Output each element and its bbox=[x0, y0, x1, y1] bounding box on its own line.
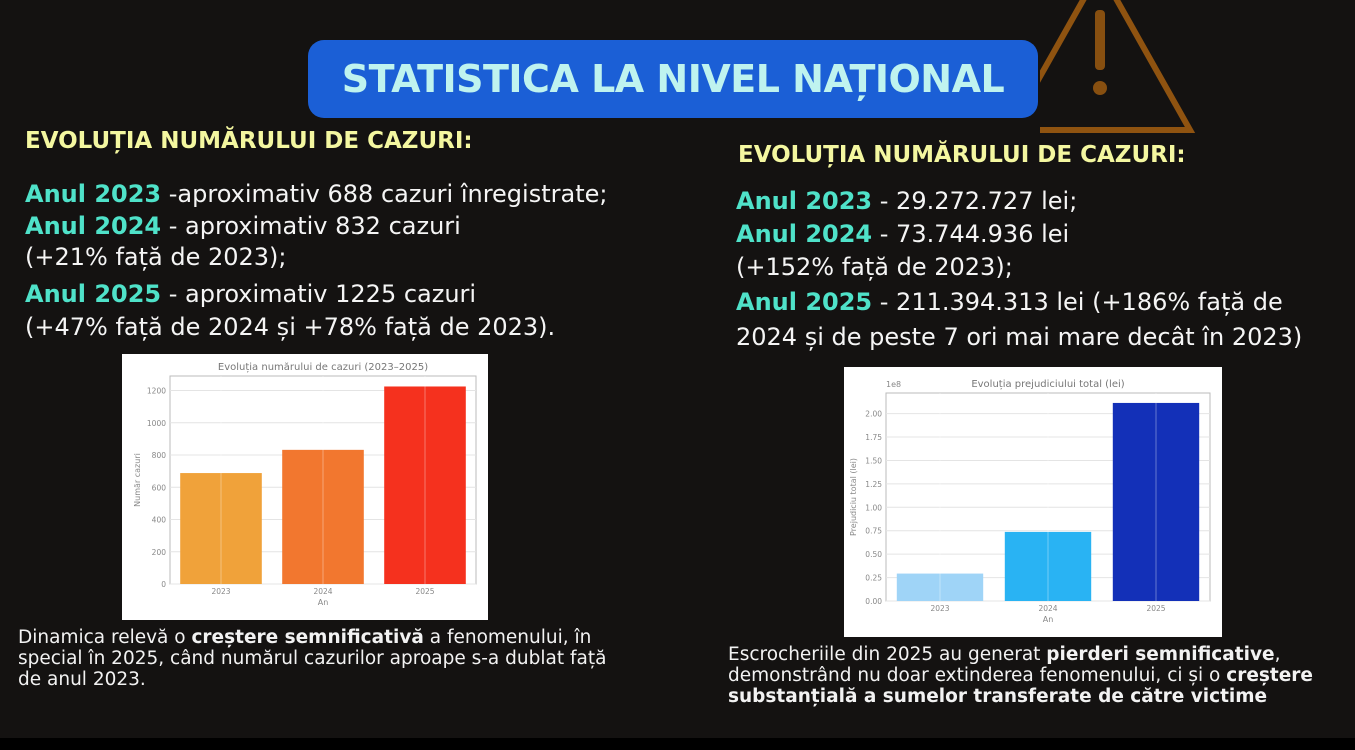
year-label: Anul 2023 bbox=[25, 180, 162, 208]
line-text: 2024 și de peste 7 ori mai mare decât în… bbox=[736, 323, 1303, 351]
y-tick-label: 2.00 bbox=[865, 410, 882, 419]
y-tick-label: 200 bbox=[152, 548, 167, 557]
y-tick-label: 600 bbox=[152, 483, 167, 492]
year-label: Anul 2024 bbox=[736, 220, 873, 248]
line-text: - 29.272.727 lei; bbox=[872, 187, 1078, 215]
y-tick-label: 0.00 bbox=[865, 597, 882, 606]
y-tick-label: 0.25 bbox=[865, 574, 882, 583]
warning-icon bbox=[1040, 0, 1196, 133]
damage-chart: Evoluția prejudiciului total (lei) 0.00 0.… bbox=[844, 367, 1222, 637]
year-label: Anul 2025 bbox=[25, 280, 162, 308]
x-tick-label: 2025 bbox=[1146, 604, 1165, 613]
caption-text: , demonstrând nu doar extinderea fenomen… bbox=[728, 644, 1281, 686]
right-caption: Escrocheriile din 2025 au generat pierde… bbox=[728, 644, 1328, 707]
bar-2025 bbox=[1112, 402, 1200, 601]
right-line-1: Anul 2023 - 29.272.727 lei; bbox=[736, 187, 1077, 215]
y-tick-label: 1.00 bbox=[865, 503, 882, 512]
right-line-4: Anul 2025 - 211.394.313 lei (+186% față … bbox=[736, 288, 1283, 316]
bar-2023 bbox=[896, 573, 984, 601]
bar-2024 bbox=[1004, 531, 1092, 601]
left-line-3: (+21% față de 2023); bbox=[25, 243, 287, 271]
left-caption: Dinamica relevă o creștere semnificativă… bbox=[18, 627, 618, 690]
x-tick-label: 2025 bbox=[415, 587, 434, 596]
year-label: Anul 2023 bbox=[736, 187, 873, 215]
bar-2024 bbox=[282, 449, 364, 584]
y-axis-label: Prejudiciu total (lei) bbox=[849, 458, 858, 536]
bar-2023 bbox=[180, 473, 262, 584]
page-title-banner: STATISTICA LA NIVEL NAȚIONAL bbox=[308, 40, 1038, 118]
caption-text: a fenomenului, în special în 2025, când … bbox=[18, 627, 607, 690]
cases-chart: Evoluția numărului de cazuri (2023–2025)… bbox=[122, 354, 488, 620]
left-line-1: Anul 2023 -aproximativ 688 cazuri înregi… bbox=[25, 180, 607, 208]
line-text: (+152% față de 2023); bbox=[736, 253, 1013, 281]
bar-2025 bbox=[384, 386, 466, 584]
x-tick-label: 2024 bbox=[313, 587, 332, 596]
cases-chart-svg: Evoluția numărului de cazuri (2023–2025)… bbox=[133, 362, 477, 607]
damage-chart-svg: Evoluția prejudiciului total (lei) 0.00 0.… bbox=[849, 379, 1211, 624]
y-tick-label: 1000 bbox=[147, 419, 166, 428]
line-text: (+21% față de 2023); bbox=[25, 243, 287, 271]
y-offset-label: 1e8 bbox=[886, 380, 901, 389]
right-heading: EVOLUȚIA NUMĂRULUI DE CAZURI: bbox=[738, 142, 1186, 168]
y-tick-label: 1.75 bbox=[865, 433, 882, 442]
y-tick-label: 0.75 bbox=[865, 527, 882, 536]
right-line-3: (+152% față de 2023); bbox=[736, 253, 1013, 281]
right-line-2: Anul 2024 - 73.744.936 lei bbox=[736, 220, 1069, 248]
left-line-5: (+47% față de 2024 și +78% față de 2023)… bbox=[25, 313, 555, 341]
left-line-4: Anul 2025 - aproximativ 1225 cazuri bbox=[25, 280, 476, 308]
y-axis-label: Număr cazuri bbox=[133, 453, 142, 507]
caption-bold: creștere semnificativă bbox=[191, 627, 424, 648]
year-label: Anul 2025 bbox=[736, 288, 873, 316]
y-tick-label: 1.25 bbox=[865, 480, 882, 489]
y-tick-label: 800 bbox=[152, 451, 167, 460]
y-tick-label: 0 bbox=[161, 580, 166, 589]
bottom-bar bbox=[0, 738, 1355, 750]
chart-title: Evoluția numărului de cazuri (2023–2025) bbox=[218, 362, 428, 373]
page-title: STATISTICA LA NIVEL NAȚIONAL bbox=[341, 57, 1005, 101]
x-axis-label: An bbox=[1043, 615, 1054, 624]
caption-bold: creștere substanțială a sumelor transfer… bbox=[728, 665, 1313, 707]
chart-title: Evoluția prejudiciului total (lei) bbox=[971, 379, 1124, 390]
left-line-2: Anul 2024 - aproximativ 832 cazuri bbox=[25, 212, 461, 240]
y-tick-label: 400 bbox=[152, 516, 167, 525]
line-text: - 73.744.936 lei bbox=[872, 220, 1070, 248]
line-text: -aproximativ 688 cazuri înregistrate; bbox=[161, 180, 608, 208]
line-text: (+47% față de 2024 și +78% față de 2023)… bbox=[25, 313, 556, 341]
x-tick-label: 2023 bbox=[211, 587, 230, 596]
x-tick-label: 2024 bbox=[1038, 604, 1057, 613]
left-heading: EVOLUȚIA NUMĂRULUI DE CAZURI: bbox=[25, 128, 473, 154]
x-tick-label: 2023 bbox=[930, 604, 949, 613]
line-text: - 211.394.313 lei (+186% față de bbox=[872, 288, 1283, 316]
x-axis-label: An bbox=[318, 598, 329, 607]
y-tick-label: 1200 bbox=[147, 387, 166, 396]
year-label: Anul 2024 bbox=[25, 212, 162, 240]
caption-text: Escrocheriile din 2025 au generat bbox=[728, 644, 1047, 665]
line-text: - aproximativ 1225 cazuri bbox=[161, 280, 477, 308]
caption-text: Dinamica relevă o bbox=[18, 627, 192, 648]
y-tick-label: 0.50 bbox=[865, 550, 882, 559]
line-text: - aproximativ 832 cazuri bbox=[161, 212, 461, 240]
right-line-5: 2024 și de peste 7 ori mai mare decât în… bbox=[736, 323, 1302, 351]
caption-bold: pierderi semnificative bbox=[1046, 644, 1275, 665]
y-tick-label: 1.50 bbox=[865, 456, 882, 465]
